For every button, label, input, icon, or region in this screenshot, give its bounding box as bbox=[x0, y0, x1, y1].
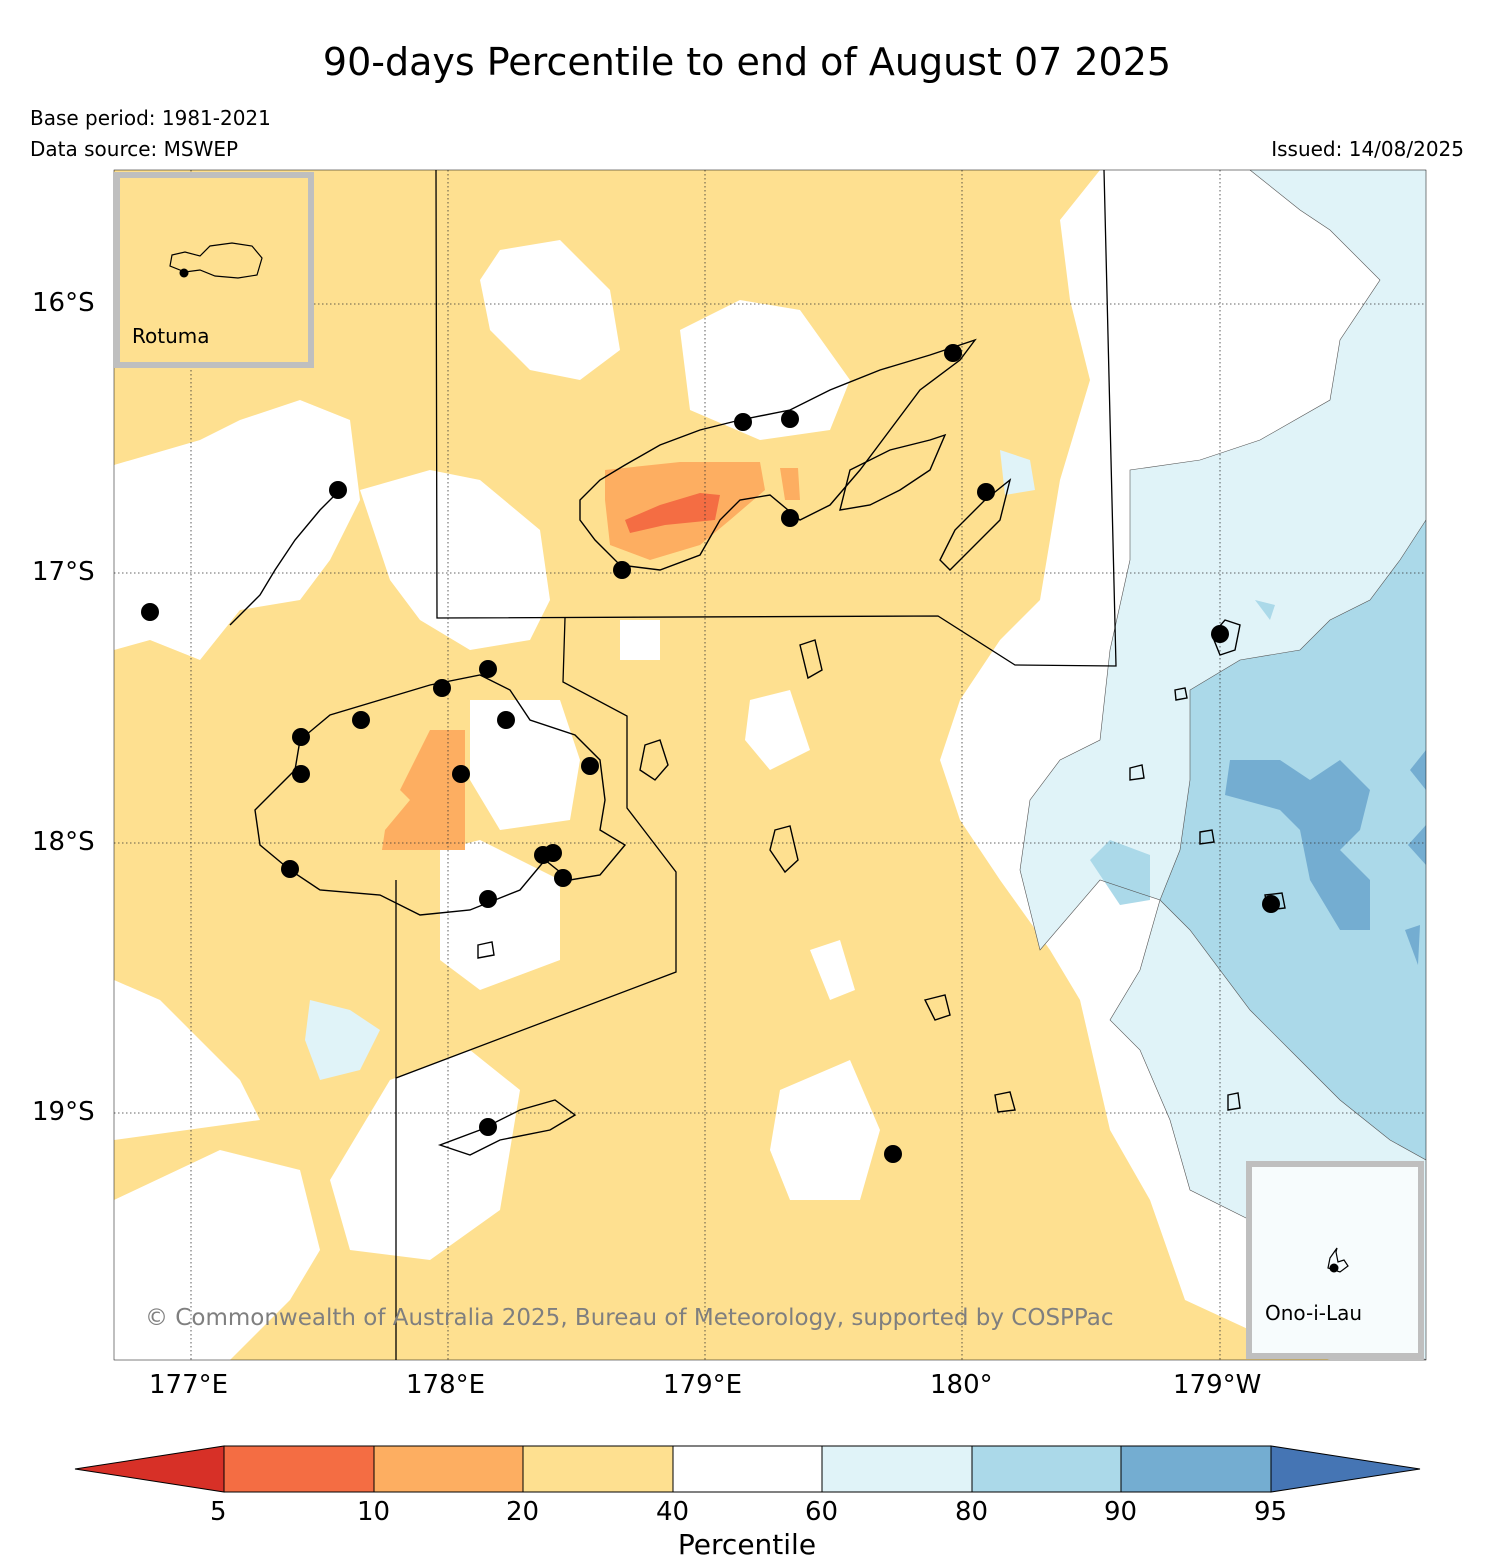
field-40-60-bligh bbox=[360, 470, 550, 650]
colorbar-tick-20: 20 bbox=[506, 1497, 540, 1527]
colorbar-bin-90-95 bbox=[1120, 1445, 1272, 1493]
field-40-60-small3 bbox=[745, 690, 810, 770]
ono-station bbox=[1329, 1263, 1339, 1273]
field-40-60-small2 bbox=[810, 940, 855, 1000]
field-90-95-edge bbox=[1410, 750, 1426, 790]
colorbar-extend-low bbox=[74, 1445, 225, 1493]
natewa-coast bbox=[839, 433, 947, 511]
issued-date: Issued: 14/08/2025 bbox=[1271, 137, 1464, 161]
colorbar-tick-10: 10 bbox=[357, 1497, 391, 1527]
colorbar-tick-95: 95 bbox=[1254, 1497, 1288, 1527]
field-40-60-small bbox=[620, 620, 660, 660]
ono-label: Ono-i-Lau bbox=[1265, 1301, 1363, 1325]
lat-label-18s: 18°S bbox=[32, 827, 95, 857]
totoya-coast bbox=[994, 1091, 1016, 1113]
colorbar-tick-40: 40 bbox=[656, 1497, 690, 1527]
lon-label-180: 180° bbox=[930, 1370, 993, 1400]
vanua-levu-coast bbox=[579, 338, 977, 571]
stations bbox=[141, 344, 1280, 1163]
field-90-95-edge2 bbox=[1408, 825, 1426, 865]
field-40-60-vl-east bbox=[470, 700, 580, 830]
kabara-coast bbox=[1227, 1092, 1241, 1111]
colorbar-bin-5-10 bbox=[223, 1445, 375, 1493]
lat-label-16s: 16°S bbox=[32, 288, 95, 318]
base-period: Base period: 1981-2021 bbox=[30, 106, 271, 130]
field-80-90-west bbox=[1090, 840, 1150, 905]
field-90-95 bbox=[1225, 760, 1370, 930]
data-source: Data source: MSWEP bbox=[30, 137, 239, 161]
field-40-60-west bbox=[114, 980, 260, 1140]
colorbar-extend-high bbox=[1270, 1445, 1421, 1493]
field-5-10 bbox=[625, 493, 720, 533]
ono-coast bbox=[1327, 1247, 1349, 1273]
field-10-20-vitilevu bbox=[382, 730, 465, 850]
field-40-60-kadavu bbox=[770, 1060, 880, 1200]
lon-label-179e: 179°E bbox=[663, 1370, 743, 1400]
lau-small-coast bbox=[1199, 829, 1215, 845]
ovalau-coast bbox=[639, 739, 669, 781]
ono-inset bbox=[1246, 1161, 1424, 1359]
colorbar-bin-60-80 bbox=[821, 1445, 973, 1493]
rotuma-station bbox=[179, 268, 189, 278]
field-40-60-sw bbox=[114, 1150, 320, 1360]
colorbar-bin-40-60 bbox=[672, 1445, 823, 1493]
field-60-80-west bbox=[305, 1000, 380, 1080]
moala-coast bbox=[923, 994, 951, 1021]
colorbar-bin-10-20 bbox=[373, 1445, 524, 1493]
nayau-coast bbox=[1129, 764, 1145, 781]
colorbar-bin-20-40 bbox=[522, 1445, 674, 1493]
field-10-20-small bbox=[780, 468, 800, 500]
gau-coast bbox=[769, 825, 799, 874]
map-title: 90-days Percentile to end of August 07 2… bbox=[322, 40, 1172, 84]
lat-label-17s: 17°S bbox=[32, 557, 95, 587]
map-frame bbox=[113, 169, 1427, 1361]
beqa-coast bbox=[477, 941, 495, 959]
field-40-60-vatulele bbox=[330, 1050, 520, 1260]
lat-label-19s: 19°S bbox=[32, 1097, 95, 1127]
field-40-60-yasawa bbox=[114, 400, 360, 660]
field-80-90 bbox=[1160, 520, 1426, 1160]
colorbar-tick-5: 5 bbox=[210, 1497, 227, 1527]
field-40-60-north bbox=[480, 240, 620, 380]
colorbar-bin-80-90 bbox=[971, 1445, 1122, 1493]
field-40-60-vl-north bbox=[680, 300, 850, 440]
lon-label-178e: 178°E bbox=[406, 1370, 486, 1400]
lon-label-179w: 179°W bbox=[1173, 1370, 1262, 1400]
rotuma-inset bbox=[114, 172, 314, 368]
division-boundaries bbox=[395, 169, 1117, 1360]
vanuabalavu-coast bbox=[1174, 687, 1188, 701]
copyright-note: © Commonwealth of Australia 2025, Bureau… bbox=[145, 1305, 1114, 1331]
viti-levu-coast bbox=[254, 674, 627, 916]
map-fields bbox=[114, 170, 1426, 1360]
yasawa-coast bbox=[229, 489, 341, 626]
rotuma-label: Rotuma bbox=[132, 324, 210, 348]
coastlines bbox=[229, 338, 1286, 1156]
taveuni-coast bbox=[939, 478, 1012, 571]
colorbar-tick-90: 90 bbox=[1104, 1497, 1138, 1527]
contour-lines bbox=[1019, 170, 1426, 1360]
lon-label-177e: 177°E bbox=[149, 1370, 229, 1400]
field-90-95-small bbox=[1405, 925, 1420, 965]
colorbar-label: Percentile bbox=[677, 1528, 817, 1561]
colorbar-tick-80: 80 bbox=[955, 1497, 989, 1527]
koro-coast bbox=[799, 639, 823, 680]
field-80-90-small bbox=[1255, 600, 1275, 620]
colorbar-tick-60: 60 bbox=[805, 1497, 839, 1527]
